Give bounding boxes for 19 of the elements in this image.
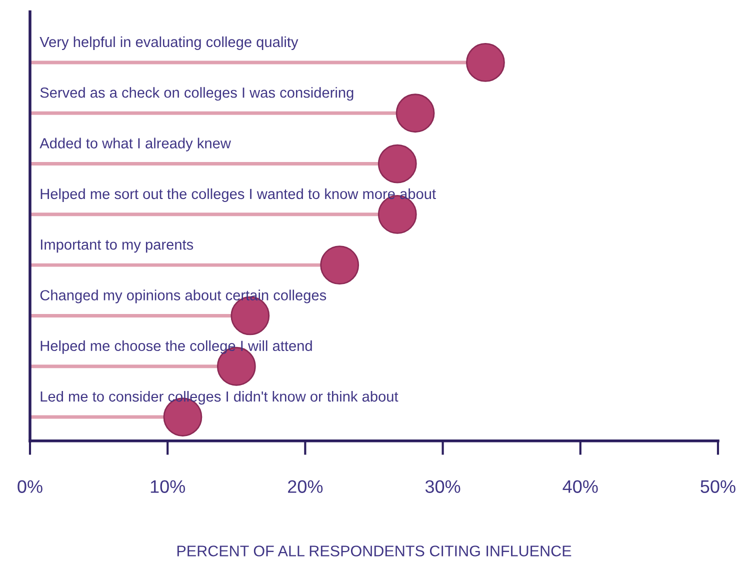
y-tick-label: Added to what I already knew xyxy=(40,138,231,152)
y-tick-label: Served as a check on colleges I was considering xyxy=(40,87,354,101)
x-tick-label: 10% xyxy=(150,480,186,493)
x-tick-label: 30% xyxy=(425,480,460,493)
y-tick-label: Important to my parents xyxy=(40,240,194,253)
y-tick-label: Helped me choose the college I will attend xyxy=(40,340,312,354)
point xyxy=(466,43,505,82)
point xyxy=(378,144,417,184)
y-tick-label: Changed my opinions about certain colleges xyxy=(40,290,326,304)
point xyxy=(396,94,435,133)
x-tick-label: 50% xyxy=(700,480,736,493)
y-tick-label: Helped me sort out the colleges I wanted to know more about xyxy=(40,188,436,202)
x-tick-label: 40% xyxy=(562,480,598,493)
x-tick-label: 20% xyxy=(288,480,323,493)
x-tick-label: 0% xyxy=(18,480,42,493)
y-tick-label: Led me to consider colleges I didn't know or think about xyxy=(40,390,398,405)
y-tick-label: Very helpful in evaluating college quality xyxy=(40,36,298,50)
x-axis-title: PERCENT OF ALL RESPONDENTS CITING INFLUENCE xyxy=(177,546,572,556)
point xyxy=(320,246,360,285)
